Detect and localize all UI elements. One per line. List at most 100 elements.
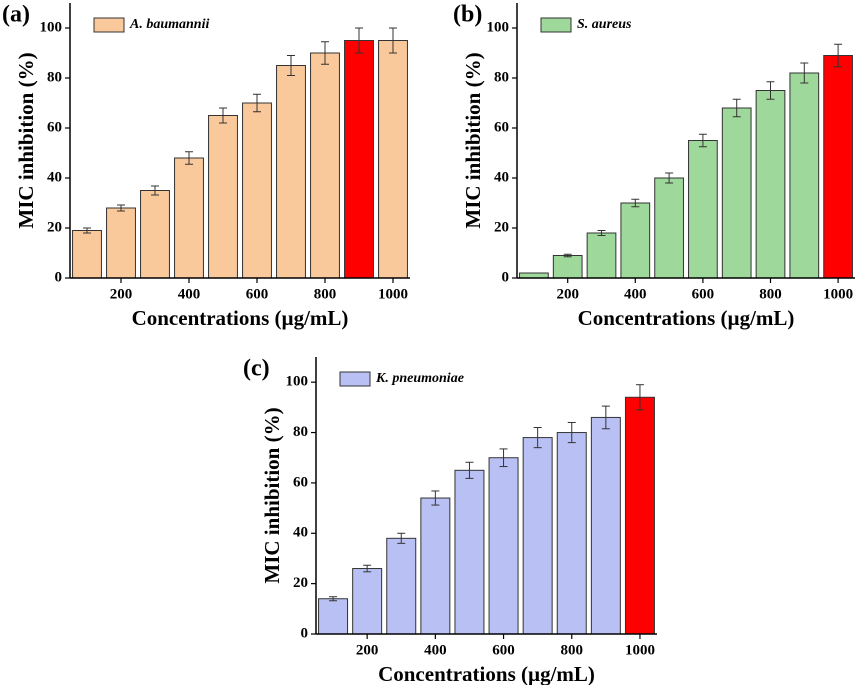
bar: [552, 255, 583, 279]
bar: [624, 396, 655, 635]
error-bar: [567, 421, 576, 444]
x-tick-label: 600: [246, 286, 269, 302]
chart-panel: (b) S. aureus 0 20 40 60 80 100 200 400 600 800 1000…: [453, 2, 855, 330]
bar: [721, 107, 752, 279]
x-axis-label: Concentrations (µg/mL): [132, 306, 349, 330]
error-bar: [631, 198, 640, 208]
error-bar: [431, 490, 440, 506]
y-tick-label: 40: [494, 169, 509, 185]
panel-label: (c): [243, 356, 270, 382]
y-tick-label: 100: [487, 19, 510, 35]
x-tick-label: 800: [314, 286, 337, 302]
bar: [789, 72, 820, 279]
bar: [344, 40, 374, 279]
x-axis-label: Concentrations (µg/mL): [578, 306, 795, 330]
bar: [318, 598, 349, 635]
error-bar: [117, 204, 125, 212]
y-tick-label: 80: [494, 69, 509, 85]
y-axis-label: MIC inhibition (%): [461, 52, 485, 228]
error-bar: [287, 55, 295, 76]
error-bar: [83, 227, 91, 234]
error-bar: [397, 532, 406, 544]
chart-panel: (a) A. baumannii 0 20 40 60 80 100 200 400 600 800 1…: [2, 2, 410, 330]
error-bar: [355, 27, 363, 54]
y-tick-label: 40: [47, 169, 62, 185]
y-tick-label: 80: [47, 69, 62, 85]
y-tick-label: 60: [293, 474, 308, 490]
x-tick-label: 1000: [823, 286, 853, 302]
x-tick-label: 800: [759, 286, 782, 302]
bar: [386, 537, 417, 635]
bar: [823, 55, 853, 279]
y-tick-label: 20: [494, 219, 509, 235]
bar: [276, 65, 306, 279]
error-bar: [834, 43, 843, 68]
legend-label: S. aureus: [577, 17, 632, 32]
error-bar: [363, 564, 372, 573]
error-bar: [698, 133, 707, 148]
bar: [688, 140, 718, 279]
error-bar: [499, 448, 508, 468]
bar: [522, 437, 553, 635]
error-bar: [665, 172, 674, 184]
y-tick-label: 60: [494, 119, 509, 135]
bar: [72, 230, 102, 279]
chart-panel: (c) K. pneumoniae 0 20 40 60 80 100 200 400 600 800…: [243, 356, 657, 685]
error-bar: [533, 427, 542, 449]
error-bar: [329, 596, 338, 602]
y-tick-label: 100: [40, 19, 63, 35]
x-tick-label: 1000: [625, 642, 655, 658]
y-tick-label: 0: [502, 269, 510, 285]
panel-label: (a): [2, 2, 30, 28]
error-bar: [601, 405, 610, 430]
y-tick-label: 20: [293, 575, 308, 591]
bar: [755, 90, 786, 279]
y-tick-label: 100: [286, 374, 309, 390]
x-tick-label: 1000: [378, 286, 408, 302]
legend-label: A. baumannii: [129, 17, 209, 32]
error-bar: [732, 98, 741, 118]
y-tick-label: 20: [47, 219, 62, 235]
error-bar: [766, 81, 775, 100]
x-tick-label: 600: [492, 642, 515, 658]
bar: [590, 416, 621, 635]
bar: [654, 177, 684, 279]
legend-swatch: [93, 17, 125, 33]
bar: [454, 469, 485, 635]
x-tick-label: 200: [110, 286, 133, 302]
bar: [620, 202, 651, 279]
bar: [488, 457, 519, 635]
error-bar: [253, 93, 261, 113]
bar: [106, 207, 136, 279]
bar: [208, 115, 238, 279]
y-tick-label: 0: [55, 269, 63, 285]
x-tick-label: 800: [561, 642, 584, 658]
bar: [352, 568, 383, 635]
y-tick-label: 40: [293, 525, 308, 541]
error-bar: [151, 185, 159, 196]
bar: [242, 102, 272, 279]
error-bar: [597, 230, 606, 236]
error-bar: [635, 384, 644, 411]
y-tick-label: 60: [47, 119, 62, 135]
legend-label: K. pneumoniae: [375, 371, 464, 386]
x-tick-label: 400: [178, 286, 201, 302]
bar: [378, 40, 408, 279]
error-bar: [185, 151, 193, 165]
panel-label: (b): [453, 2, 482, 28]
x-tick-label: 400: [424, 642, 447, 658]
error-bar: [321, 41, 329, 65]
x-axis-label: Concentrations (µg/mL): [378, 662, 595, 685]
y-tick-label: 80: [293, 424, 308, 440]
y-axis-label: MIC inhibition (%): [14, 52, 38, 228]
legend-swatch: [339, 371, 371, 387]
bar: [420, 497, 451, 635]
bar: [140, 190, 170, 279]
y-tick-label: 0: [301, 625, 309, 641]
bar: [310, 52, 340, 279]
error-bar: [465, 461, 474, 479]
bar: [174, 157, 204, 279]
bar: [556, 432, 587, 635]
x-tick-label: 400: [624, 286, 647, 302]
